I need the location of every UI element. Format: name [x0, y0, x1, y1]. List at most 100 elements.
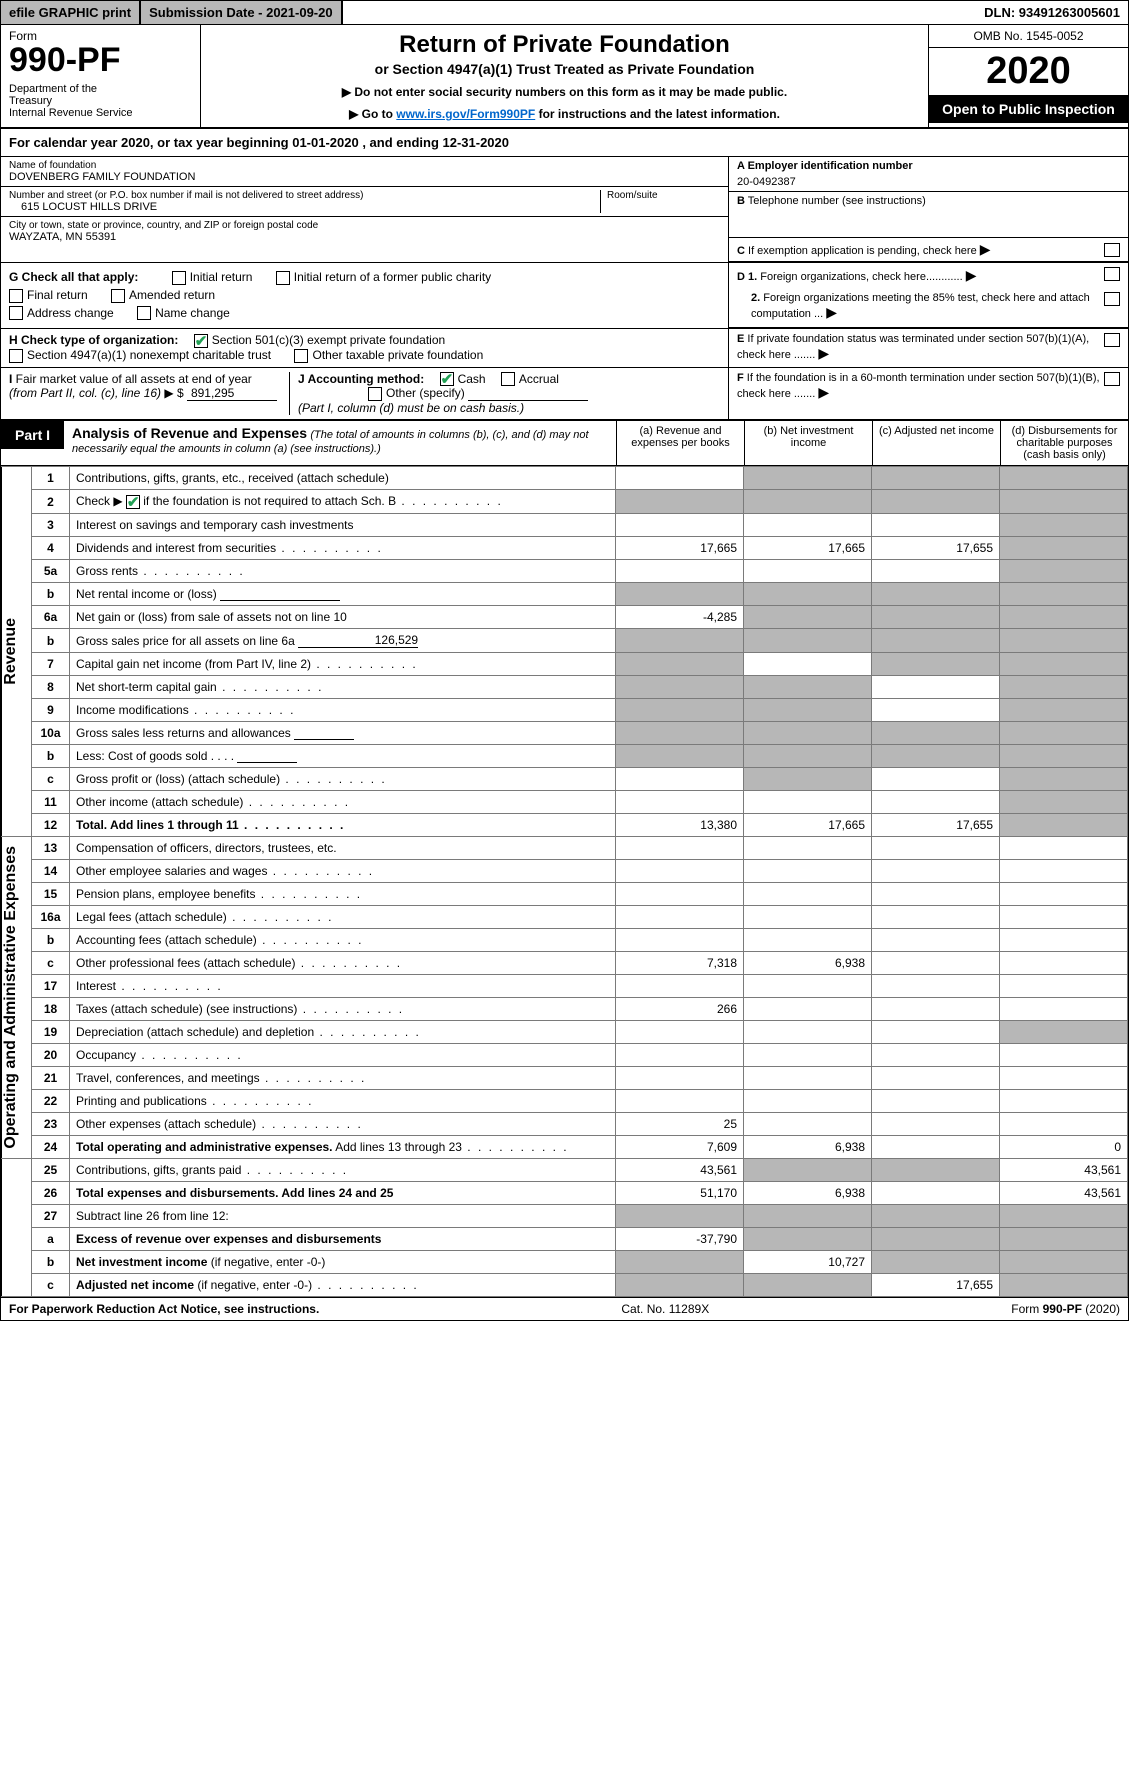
line-num: 9: [32, 699, 70, 722]
g-opt-1: Initial return of a former public charit…: [294, 270, 491, 284]
line-num: 23: [32, 1113, 70, 1136]
g-initial-public[interactable]: [276, 271, 290, 285]
line-desc: Net short-term capital gain: [70, 676, 616, 699]
line-desc: Gross rents: [70, 560, 616, 583]
part1-label: Part I: [1, 421, 64, 449]
cell-value: -37,790: [616, 1228, 744, 1251]
part1-header: Part I Analysis of Revenue and Expenses …: [1, 419, 1128, 466]
cell-value: 43,561: [1000, 1182, 1128, 1205]
c-checkbox[interactable]: [1104, 243, 1120, 257]
cell-value: 51,170: [616, 1182, 744, 1205]
cell-value: -4,285: [616, 606, 744, 629]
line-desc: Capital gain net income (from Part IV, l…: [70, 653, 616, 676]
table-row: 7Capital gain net income (from Part IV, …: [2, 653, 1128, 676]
f-label: F If the foundation is in a 60-month ter…: [737, 372, 1100, 401]
line-num: 6a: [32, 606, 70, 629]
part1-title: Analysis of Revenue and Expenses: [72, 425, 307, 441]
tax-year: 2020: [929, 48, 1128, 95]
table-row: 20Occupancy: [2, 1044, 1128, 1067]
g-name-change[interactable]: [137, 306, 151, 320]
line-num: 17: [32, 975, 70, 998]
line-num: b: [32, 629, 70, 653]
table-row: bGross sales price for all assets on lin…: [2, 629, 1128, 653]
j-other[interactable]: [368, 387, 382, 401]
table-row: 26Total expenses and disbursements. Add …: [2, 1182, 1128, 1205]
cell-value: 17,655: [872, 1274, 1000, 1297]
j-accrual[interactable]: [501, 372, 515, 386]
table-row: cAdjusted net income (if negative, enter…: [2, 1274, 1128, 1297]
page-footer: For Paperwork Reduction Act Notice, see …: [1, 1297, 1128, 1320]
line-desc: Other expenses (attach schedule): [70, 1113, 616, 1136]
foundation-name-label: Name of foundation: [9, 160, 720, 171]
cell-value: 17,655: [872, 537, 1000, 560]
line-num: 15: [32, 883, 70, 906]
j-label: J Accounting method:: [298, 372, 424, 386]
city-label: City or town, state or province, country…: [9, 220, 720, 231]
irs-link[interactable]: www.irs.gov/Form990PF: [396, 107, 535, 121]
e-checkbox[interactable]: [1104, 333, 1120, 347]
foundation-name: DOVENBERG FAMILY FOUNDATION: [9, 171, 720, 183]
line-num: b: [32, 929, 70, 952]
line-num: 11: [32, 791, 70, 814]
line-desc: Other income (attach schedule): [70, 791, 616, 814]
cell-value: 43,561: [616, 1159, 744, 1182]
cell-value: 10,727: [744, 1251, 872, 1274]
table-row: 19Depreciation (attach schedule) and dep…: [2, 1021, 1128, 1044]
line-num: 10a: [32, 722, 70, 745]
line-num: 20: [32, 1044, 70, 1067]
efile-label: efile GRAPHIC print: [1, 1, 141, 24]
h-501c3[interactable]: [194, 334, 208, 348]
cell-value: 17,665: [744, 537, 872, 560]
line-desc: Pension plans, employee benefits: [70, 883, 616, 906]
table-row: cOther professional fees (attach schedul…: [2, 952, 1128, 975]
g-initial-return[interactable]: [172, 271, 186, 285]
line-num: c: [32, 1274, 70, 1297]
line-desc: Interest on savings and temporary cash i…: [70, 514, 616, 537]
cell-value: 7,318: [616, 952, 744, 975]
table-row: Revenue 1Contributions, gifts, grants, e…: [2, 467, 1128, 490]
cell-value: 17,655: [872, 814, 1000, 837]
cell-value: 6,938: [744, 1182, 872, 1205]
dln: DLN: 93491263005601: [976, 1, 1128, 24]
line-desc: Net investment income (if negative, ente…: [70, 1251, 616, 1274]
line-num: 12: [32, 814, 70, 837]
line-num: 24: [32, 1136, 70, 1159]
d1-checkbox[interactable]: [1104, 267, 1120, 281]
line-num: 22: [32, 1090, 70, 1113]
table-row: 21Travel, conferences, and meetings: [2, 1067, 1128, 1090]
ssn-warning: ▶ Do not enter social security numbers o…: [213, 85, 916, 99]
table-row: 8Net short-term capital gain: [2, 676, 1128, 699]
topbar: efile GRAPHIC print Submission Date - 20…: [1, 1, 1128, 25]
table-row: 10aGross sales less returns and allowanc…: [2, 722, 1128, 745]
ein-value: 20-0492387: [737, 172, 1120, 188]
open-to-public: Open to Public Inspection: [929, 95, 1128, 123]
h-opt-2: Section 4947(a)(1) nonexempt charitable …: [27, 348, 271, 362]
line-num: c: [32, 952, 70, 975]
col-c-head: (c) Adjusted net income: [872, 421, 1000, 465]
g-address-change[interactable]: [9, 306, 23, 320]
cell-value: 43,561: [1000, 1159, 1128, 1182]
address-label: Number and street (or P.O. box number if…: [9, 190, 600, 201]
sch-b-checkbox[interactable]: [126, 495, 140, 509]
j-cash[interactable]: [440, 372, 454, 386]
line-desc: Taxes (attach schedule) (see instruction…: [70, 998, 616, 1021]
identity-block: Name of foundation DOVENBERG FAMILY FOUN…: [1, 157, 1128, 263]
line-num: 13: [32, 837, 70, 860]
cell-value: 0: [1000, 1136, 1128, 1159]
submission-date: Submission Date - 2021-09-20: [141, 1, 343, 24]
g-amended[interactable]: [111, 289, 125, 303]
d2-checkbox[interactable]: [1104, 292, 1120, 306]
line-desc: Printing and publications: [70, 1090, 616, 1113]
table-row: 4Dividends and interest from securities1…: [2, 537, 1128, 560]
line-desc: Other professional fees (attach schedule…: [70, 952, 616, 975]
h-other-taxable[interactable]: [294, 349, 308, 363]
table-row: 16aLegal fees (attach schedule): [2, 906, 1128, 929]
line-desc: Total. Add lines 1 through 11: [70, 814, 616, 837]
line-desc: Accounting fees (attach schedule): [70, 929, 616, 952]
g-final-return[interactable]: [9, 289, 23, 303]
h-4947[interactable]: [9, 349, 23, 363]
cell-value: 17,665: [744, 814, 872, 837]
goto-note: ▶ Go to www.irs.gov/Form990PF for instru…: [213, 107, 916, 121]
f-checkbox[interactable]: [1104, 372, 1120, 386]
line-desc: Subtract line 26 from line 12:: [70, 1205, 616, 1228]
